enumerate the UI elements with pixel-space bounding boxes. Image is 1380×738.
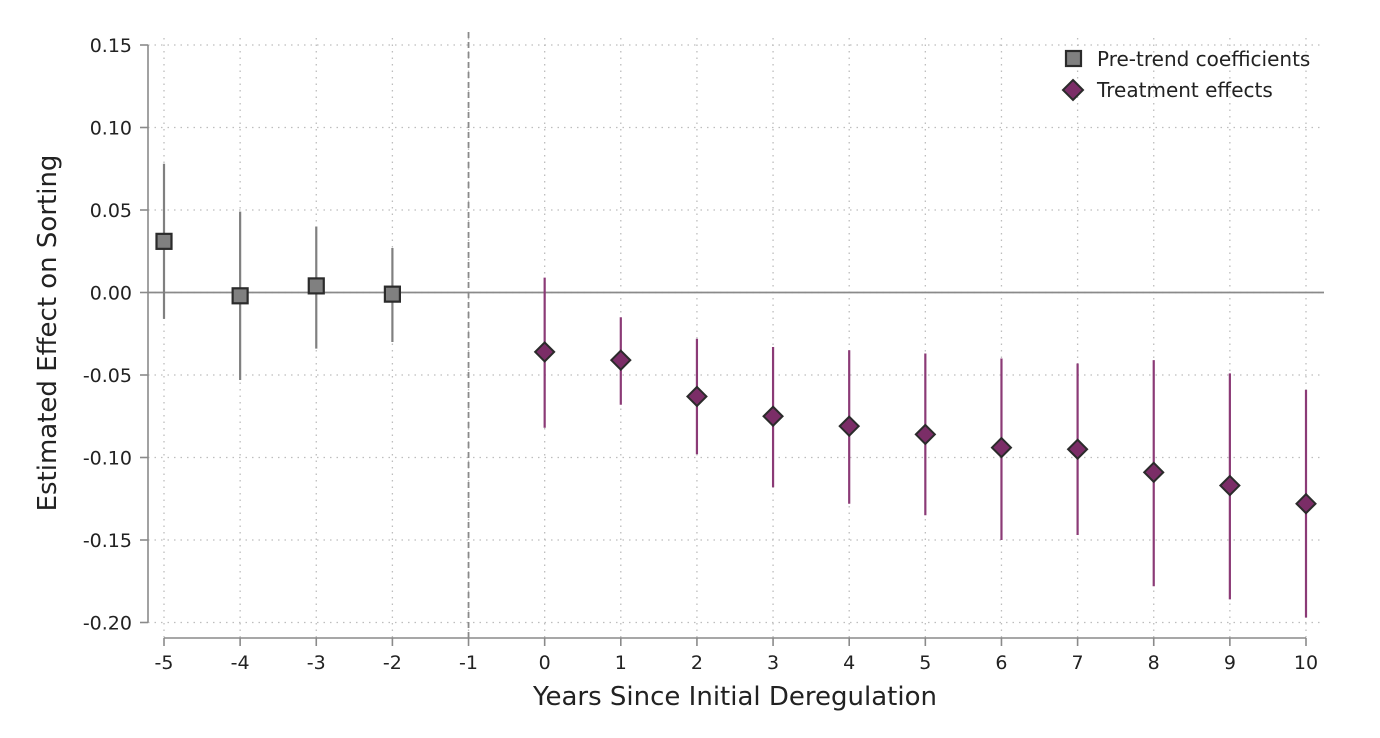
treatment-point bbox=[686, 385, 708, 408]
reference-lines bbox=[148, 32, 1324, 638]
grid bbox=[148, 38, 1324, 638]
y-tick-label: 0.05 bbox=[90, 200, 132, 222]
x-tick-label: 7 bbox=[1072, 652, 1084, 674]
pretrend-point bbox=[383, 285, 401, 303]
y-axis-title: Estimated Effect on Sorting bbox=[33, 155, 63, 512]
x-tick-label: 3 bbox=[767, 652, 779, 674]
x-tick-label: 2 bbox=[691, 652, 703, 674]
error-bars bbox=[162, 163, 1308, 618]
treatment-point bbox=[838, 415, 861, 438]
x-tick-label: 8 bbox=[1148, 652, 1160, 674]
legend-label-pretrend: Pre-trend coefficients bbox=[1097, 47, 1310, 71]
y-tick-label: 0.00 bbox=[90, 283, 132, 305]
treatment-point bbox=[533, 340, 556, 363]
x-tick-label: 9 bbox=[1224, 652, 1236, 674]
x-tick-label: -4 bbox=[231, 652, 250, 674]
y-tick-label: -0.15 bbox=[83, 530, 132, 552]
x-tick-label: 6 bbox=[995, 652, 1007, 674]
x-tick-label: 0 bbox=[539, 652, 551, 674]
treatment-point bbox=[914, 423, 937, 446]
y-tick-label: 0.15 bbox=[90, 35, 132, 57]
x-tick-labels: -5 -4 -3 -2 -1 0 1 2 3 4 5 6 7 8 9 10 bbox=[155, 652, 1319, 674]
treatment-point bbox=[1066, 438, 1089, 461]
pretrend-point bbox=[231, 287, 249, 305]
treatment-point bbox=[1142, 461, 1165, 484]
x-tick-label: -1 bbox=[459, 652, 478, 674]
legend: Pre-trend coefficients Treatment effects bbox=[1061, 47, 1310, 102]
treatment-point bbox=[990, 436, 1013, 459]
y-tick-label: -0.20 bbox=[83, 613, 132, 635]
legend-square-marker bbox=[1064, 49, 1083, 68]
x-tick-label: 10 bbox=[1294, 652, 1318, 674]
x-tick-label: 1 bbox=[615, 652, 627, 674]
pretrend-point bbox=[155, 232, 173, 250]
pretrend-point bbox=[307, 277, 325, 295]
treatment-point bbox=[609, 349, 632, 372]
y-tick-label: -0.05 bbox=[83, 365, 132, 387]
legend-label-treatment: Treatment effects bbox=[1096, 78, 1273, 102]
x-tick-label: -5 bbox=[155, 652, 174, 674]
x-axis-title: Years Since Initial Deregulation bbox=[532, 682, 937, 712]
treatment-point bbox=[1295, 492, 1317, 515]
y-tick-label: -0.10 bbox=[83, 448, 132, 470]
legend-diamond-marker bbox=[1061, 78, 1085, 102]
x-tick-label: 4 bbox=[843, 652, 855, 674]
x-tick-label: -2 bbox=[383, 652, 402, 674]
treatment-point bbox=[762, 405, 784, 428]
markers bbox=[155, 232, 1317, 515]
axes bbox=[140, 44, 1307, 646]
treatment-point bbox=[1218, 474, 1241, 497]
x-tick-label: 5 bbox=[919, 652, 931, 674]
y-tick-label: 0.10 bbox=[90, 118, 132, 140]
y-tick-labels: -0.20 -0.15 -0.10 -0.05 0.00 0.05 0.10 0.15 bbox=[83, 35, 132, 635]
x-tick-label: -3 bbox=[307, 652, 326, 674]
